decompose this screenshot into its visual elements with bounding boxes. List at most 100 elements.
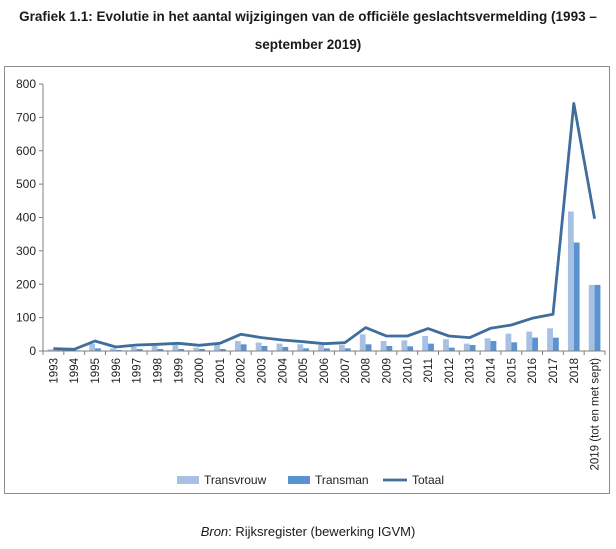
legend-label-totaal: Totaal bbox=[412, 473, 444, 487]
bar-transvrouw-2002 bbox=[234, 340, 241, 351]
x-tick-label: 2010 bbox=[402, 358, 414, 384]
x-tick-label: 2006 bbox=[319, 358, 331, 384]
x-tick-label: 2005 bbox=[298, 358, 310, 384]
bar-transman-2009 bbox=[386, 345, 393, 351]
bar-transman-2015 bbox=[511, 342, 518, 351]
x-tick-label: 1997 bbox=[132, 358, 144, 384]
x-tick-label: 1999 bbox=[173, 358, 185, 384]
x-tick-label: 2009 bbox=[381, 358, 393, 384]
bar-transman-2001 bbox=[219, 348, 226, 351]
bar-transman-2010 bbox=[407, 346, 414, 351]
source-text: : Rijksregister (bewerking IGVM) bbox=[228, 524, 416, 539]
x-tick-label: 2004 bbox=[277, 357, 289, 383]
bar-transman-2018 bbox=[573, 242, 580, 351]
bar-transvrouw-1999 bbox=[172, 344, 179, 351]
chart-title-line1: Grafiek 1.1: Evolutie in het aantal wijz… bbox=[19, 9, 597, 24]
y-tick-label: 200 bbox=[16, 277, 36, 291]
legend-swatch-transman bbox=[288, 476, 310, 484]
legend-swatch-transvrouw bbox=[177, 476, 199, 484]
bar-transvrouw-2001 bbox=[214, 344, 220, 351]
bar-transvrouw-1993 bbox=[47, 349, 54, 351]
bar-transvrouw-2000 bbox=[193, 347, 200, 351]
bar-transman-2012 bbox=[448, 347, 455, 351]
x-tick-label: 2014 bbox=[486, 357, 498, 383]
source-note: Bron: Rijksregister (bewerking IGVM) bbox=[0, 524, 616, 539]
y-tick-label: 300 bbox=[16, 244, 36, 258]
x-tick-label: 2018 bbox=[569, 358, 581, 384]
bar-transman-2002 bbox=[240, 344, 247, 351]
x-tick-label: 2008 bbox=[361, 358, 373, 384]
x-tick-label: 2011 bbox=[423, 358, 435, 383]
bar-transvrouw-2016 bbox=[526, 331, 533, 351]
bar-transman-1999 bbox=[178, 348, 185, 351]
y-tick-label: 400 bbox=[16, 211, 36, 225]
bar-transman-2005 bbox=[303, 348, 310, 351]
bar-transvrouw-2013 bbox=[463, 343, 470, 351]
y-tick-label: 800 bbox=[16, 77, 36, 91]
bar-transvrouw-2010 bbox=[401, 340, 408, 351]
x-tick-label: 2016 bbox=[527, 358, 539, 384]
bar-transvrouw-2015 bbox=[505, 333, 512, 351]
bar-transman-1996 bbox=[115, 349, 122, 351]
bar-transman-2003 bbox=[261, 345, 268, 351]
chart-frame: 0 100 200 300 400 500 600 700 800 1993 1994 1995 199… bbox=[4, 66, 610, 494]
bar-transman-2008 bbox=[365, 344, 372, 351]
x-tick-label: 2000 bbox=[194, 358, 206, 384]
y-tick-label: 700 bbox=[16, 110, 36, 124]
x-tick-label: 1993 bbox=[48, 358, 60, 384]
x-tick-label: 2017 bbox=[548, 358, 560, 384]
bar-transvrouw-2003 bbox=[255, 342, 262, 351]
bar-transvrouw-1998 bbox=[151, 345, 158, 351]
bar-transman-2011 bbox=[428, 343, 434, 351]
bar-transvrouw-2009 bbox=[380, 340, 387, 351]
y-tick-label: 100 bbox=[16, 311, 36, 325]
chart-title-line2: september 2019) bbox=[254, 37, 362, 52]
bar-transman-2006 bbox=[324, 348, 330, 351]
x-tick-label: 1995 bbox=[90, 358, 102, 384]
bar-transman-2017 bbox=[552, 337, 559, 351]
bar-transvrouw-1996 bbox=[110, 348, 116, 351]
bar-transvrouw-2018 bbox=[567, 211, 574, 351]
bar-transvrouw-2005 bbox=[297, 344, 304, 351]
legend-label-transman: Transman bbox=[315, 473, 369, 487]
x-tick-label: 1994 bbox=[69, 357, 81, 383]
bar-transman-1995 bbox=[95, 348, 101, 351]
source-label: Bron bbox=[200, 524, 229, 539]
x-tick-label: 2007 bbox=[340, 358, 352, 384]
bar-transvrouw-2008 bbox=[359, 334, 366, 351]
bar-transvrouw-2012 bbox=[443, 339, 449, 351]
x-tick-label: 2013 bbox=[465, 358, 477, 384]
y-tick-label: 0 bbox=[29, 344, 36, 358]
x-tick-label: 2001 bbox=[215, 358, 227, 384]
bar-transman-2007 bbox=[344, 348, 351, 351]
bar-transvrouw-1995 bbox=[89, 343, 96, 351]
bar-transman-2019 bbox=[594, 284, 601, 351]
x-tick-label: 2012 bbox=[444, 358, 456, 384]
x-tick-label: 2019 (tot en met sept) bbox=[590, 358, 602, 471]
bar-transman-1997 bbox=[136, 348, 143, 351]
bar-transvrouw-2006 bbox=[318, 344, 324, 351]
x-tick-label: 1998 bbox=[152, 358, 164, 384]
bar-transman-2000 bbox=[199, 348, 205, 351]
legend-label-transvrouw: Transvrouw bbox=[204, 473, 267, 487]
bar-transman-2016 bbox=[532, 337, 538, 351]
bar-transvrouw-2004 bbox=[276, 343, 283, 351]
bar-transvrouw-2017 bbox=[547, 328, 553, 351]
bar-transman-2004 bbox=[282, 346, 289, 351]
bar-transvrouw-2014 bbox=[484, 338, 491, 351]
y-tick-label: 600 bbox=[16, 144, 36, 158]
bar-transvrouw-1997 bbox=[130, 346, 137, 351]
bar-transman-1998 bbox=[157, 348, 164, 351]
x-tick-label: 2003 bbox=[257, 358, 269, 384]
bar-transvrouw-2019 bbox=[588, 284, 595, 351]
line-totaal bbox=[53, 102, 596, 351]
bar-transvrouw-2011 bbox=[422, 335, 429, 351]
x-tick-label: 1996 bbox=[111, 358, 123, 384]
x-tick-label: 2015 bbox=[506, 358, 518, 384]
bar-transman-2013 bbox=[469, 344, 476, 351]
x-tick-label: 2002 bbox=[236, 358, 248, 384]
bar-transvrouw-2007 bbox=[338, 344, 345, 351]
bar-transman-2014 bbox=[490, 340, 497, 351]
y-tick-label: 500 bbox=[16, 177, 36, 191]
chart-canvas: 0 100 200 300 400 500 600 700 800 1993 1994 1995 199… bbox=[16, 77, 606, 487]
